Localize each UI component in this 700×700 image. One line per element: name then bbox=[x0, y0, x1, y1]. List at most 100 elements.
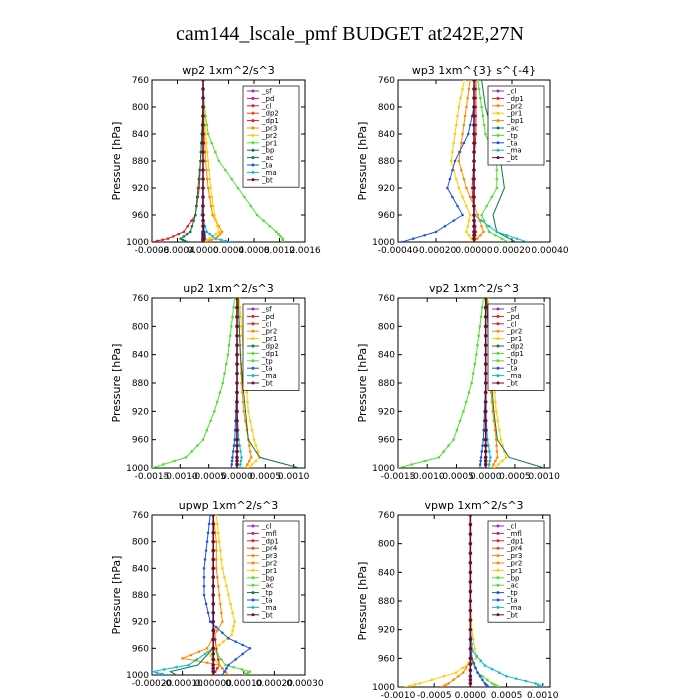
legend-label: _pd bbox=[261, 313, 274, 321]
series-point bbox=[215, 667, 219, 670]
series-point bbox=[468, 560, 473, 565]
series-point bbox=[235, 418, 239, 423]
series-point bbox=[162, 668, 166, 671]
series-point bbox=[461, 666, 464, 670]
series-line-ta bbox=[469, 515, 489, 687]
y-tick-label: 1000 bbox=[372, 238, 395, 248]
x-tick-label: 0.00030 bbox=[286, 679, 323, 689]
series-point bbox=[190, 224, 194, 228]
series-point bbox=[461, 671, 465, 674]
series-point bbox=[225, 239, 228, 242]
series-point bbox=[229, 602, 232, 606]
series-point bbox=[238, 466, 242, 468]
series-point bbox=[181, 238, 185, 242]
series-point bbox=[218, 540, 221, 543]
series-point bbox=[453, 159, 457, 163]
series-point bbox=[465, 230, 468, 234]
x-tick-label: 0.0010 bbox=[528, 472, 560, 482]
series-point bbox=[490, 682, 494, 685]
series-point bbox=[182, 235, 186, 238]
series-point bbox=[187, 663, 191, 667]
y-tick-label: 960 bbox=[132, 436, 149, 446]
series-point bbox=[201, 204, 205, 208]
series-point bbox=[515, 237, 519, 240]
panel-title: vpwp 1xm^2/s^3 bbox=[424, 499, 523, 512]
series-point bbox=[464, 666, 468, 670]
legend-marker bbox=[251, 374, 255, 378]
series-point bbox=[235, 437, 239, 442]
series-point bbox=[242, 410, 246, 413]
x-tick-label: 0.0005 bbox=[491, 691, 523, 700]
series-point bbox=[474, 666, 477, 670]
series-point bbox=[495, 177, 499, 181]
series-point bbox=[185, 232, 189, 236]
legend-label: _pr2 bbox=[261, 560, 277, 568]
series-point bbox=[211, 515, 215, 517]
x-tick-label: 0.00010 bbox=[225, 679, 262, 689]
series-point bbox=[468, 213, 472, 217]
series-point bbox=[248, 419, 252, 423]
legend-marker bbox=[251, 329, 255, 333]
series-point bbox=[494, 459, 497, 463]
legend-marker bbox=[251, 605, 255, 609]
x-tick-label: 0.00000 bbox=[455, 246, 492, 256]
legend-label: _mfl bbox=[506, 530, 522, 538]
y-tick-label: 920 bbox=[132, 184, 149, 194]
legend-label: _dp1 bbox=[261, 117, 279, 125]
series-point bbox=[472, 218, 476, 223]
series-point bbox=[225, 667, 228, 670]
series-point bbox=[505, 233, 509, 237]
series-point bbox=[483, 664, 487, 667]
y-tick-label: 1000 bbox=[126, 464, 149, 474]
y-tick-label: 800 bbox=[132, 103, 149, 113]
series-point bbox=[480, 105, 483, 109]
y-tick-label: 920 bbox=[132, 618, 149, 628]
legend-label: _dp2 bbox=[506, 343, 524, 351]
series-point bbox=[245, 391, 249, 394]
series-point bbox=[214, 558, 218, 561]
series-point bbox=[250, 463, 254, 466]
legend-label: _pr3 bbox=[261, 552, 277, 560]
series-point bbox=[213, 410, 216, 413]
y-tick-label: 800 bbox=[378, 103, 395, 113]
series-point bbox=[479, 96, 482, 100]
series-point bbox=[457, 159, 461, 163]
series-point bbox=[481, 444, 484, 447]
series-point bbox=[471, 637, 475, 641]
series-point bbox=[218, 391, 222, 394]
legend-marker bbox=[496, 561, 500, 565]
series-line-tp bbox=[477, 80, 509, 242]
series-point bbox=[534, 682, 537, 685]
legend-label: _pd bbox=[506, 313, 519, 321]
series-point bbox=[201, 87, 205, 91]
x-tick-label: 0.0010 bbox=[278, 472, 310, 482]
series-point bbox=[456, 204, 459, 208]
series-point bbox=[235, 400, 239, 404]
series-point bbox=[211, 548, 215, 553]
series-point bbox=[243, 195, 246, 199]
series-point bbox=[279, 235, 282, 238]
series-point bbox=[472, 204, 476, 208]
legend-label: _dp1 bbox=[506, 350, 524, 358]
series-point bbox=[218, 663, 221, 667]
series-point bbox=[525, 240, 529, 242]
legend: _sf_pd_cl_dp2_dp1_pr3_pr2_pr1_bp_ac_ta_m… bbox=[242, 85, 300, 188]
legend-marker bbox=[251, 119, 255, 123]
series-point bbox=[214, 567, 218, 570]
y-tick-label: 960 bbox=[132, 644, 149, 654]
legend-marker bbox=[496, 141, 500, 145]
legend-label: _pd bbox=[261, 95, 274, 103]
legend-marker bbox=[496, 598, 500, 602]
series-group bbox=[403, 515, 545, 687]
series-line-dp1 bbox=[471, 80, 477, 242]
series-point bbox=[217, 584, 220, 588]
series-point bbox=[493, 391, 496, 394]
series-point bbox=[410, 463, 413, 466]
legend-marker bbox=[251, 307, 255, 311]
series-point bbox=[447, 444, 450, 447]
y-tick-label: 800 bbox=[132, 322, 149, 332]
legend-label: _ta bbox=[506, 597, 518, 605]
x-tick-label: -0.00020 bbox=[132, 679, 173, 689]
series-point bbox=[454, 177, 458, 181]
legend-label: _dp2 bbox=[261, 343, 279, 351]
